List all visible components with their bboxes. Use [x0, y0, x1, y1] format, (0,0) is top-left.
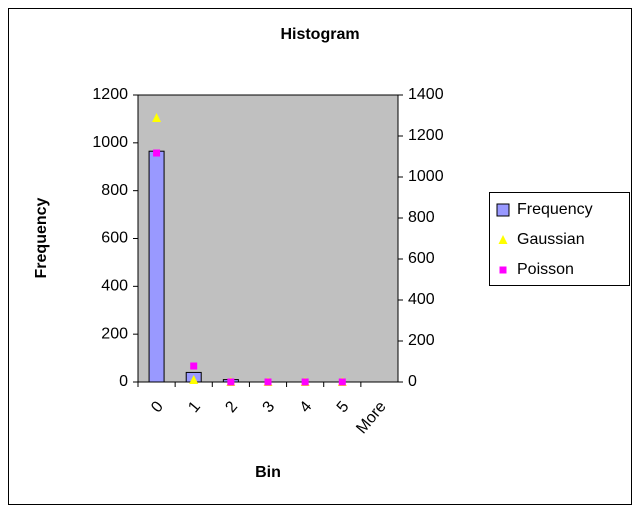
x-axis-title: Bin: [255, 464, 281, 481]
y-tick-label: 1000: [92, 134, 128, 151]
y-tick-label: 600: [101, 230, 128, 247]
legend-swatch: [499, 266, 507, 274]
y2-tick-label: 200: [408, 332, 435, 349]
y2-tick-label: 800: [408, 209, 435, 226]
marker: [153, 149, 161, 157]
y2-tick-label: 0: [408, 373, 417, 390]
plot-area: [137, 94, 399, 383]
legend-box: [489, 192, 630, 286]
y2-tick-label: 600: [408, 250, 435, 267]
legend-swatch: [496, 203, 510, 217]
y2-tick-label: 1400: [408, 86, 444, 103]
y2-tick-label: 400: [408, 291, 435, 308]
marker: [227, 378, 235, 386]
chart-title: Histogram: [280, 26, 359, 43]
y2-tick-label: 1000: [408, 168, 444, 185]
marker: [190, 362, 198, 370]
legend-swatch: [498, 235, 508, 244]
legend-label: Frequency: [517, 201, 593, 218]
legend-label: Poisson: [517, 261, 574, 278]
marker: [338, 378, 346, 386]
y2-tick-label: 1200: [408, 127, 444, 144]
y-axis-title: Frequency: [33, 197, 50, 278]
y-tick-label: 200: [101, 325, 128, 342]
y-tick-label: 1200: [92, 86, 128, 103]
marker: [264, 378, 272, 386]
marker: [152, 112, 162, 122]
marker: [189, 374, 199, 384]
marker: [301, 378, 309, 386]
bar: [148, 150, 165, 383]
y-tick-label: 400: [101, 278, 128, 295]
y-tick-label: 0: [119, 373, 128, 390]
y-tick-label: 800: [101, 182, 128, 199]
legend-label: Gaussian: [517, 231, 585, 248]
